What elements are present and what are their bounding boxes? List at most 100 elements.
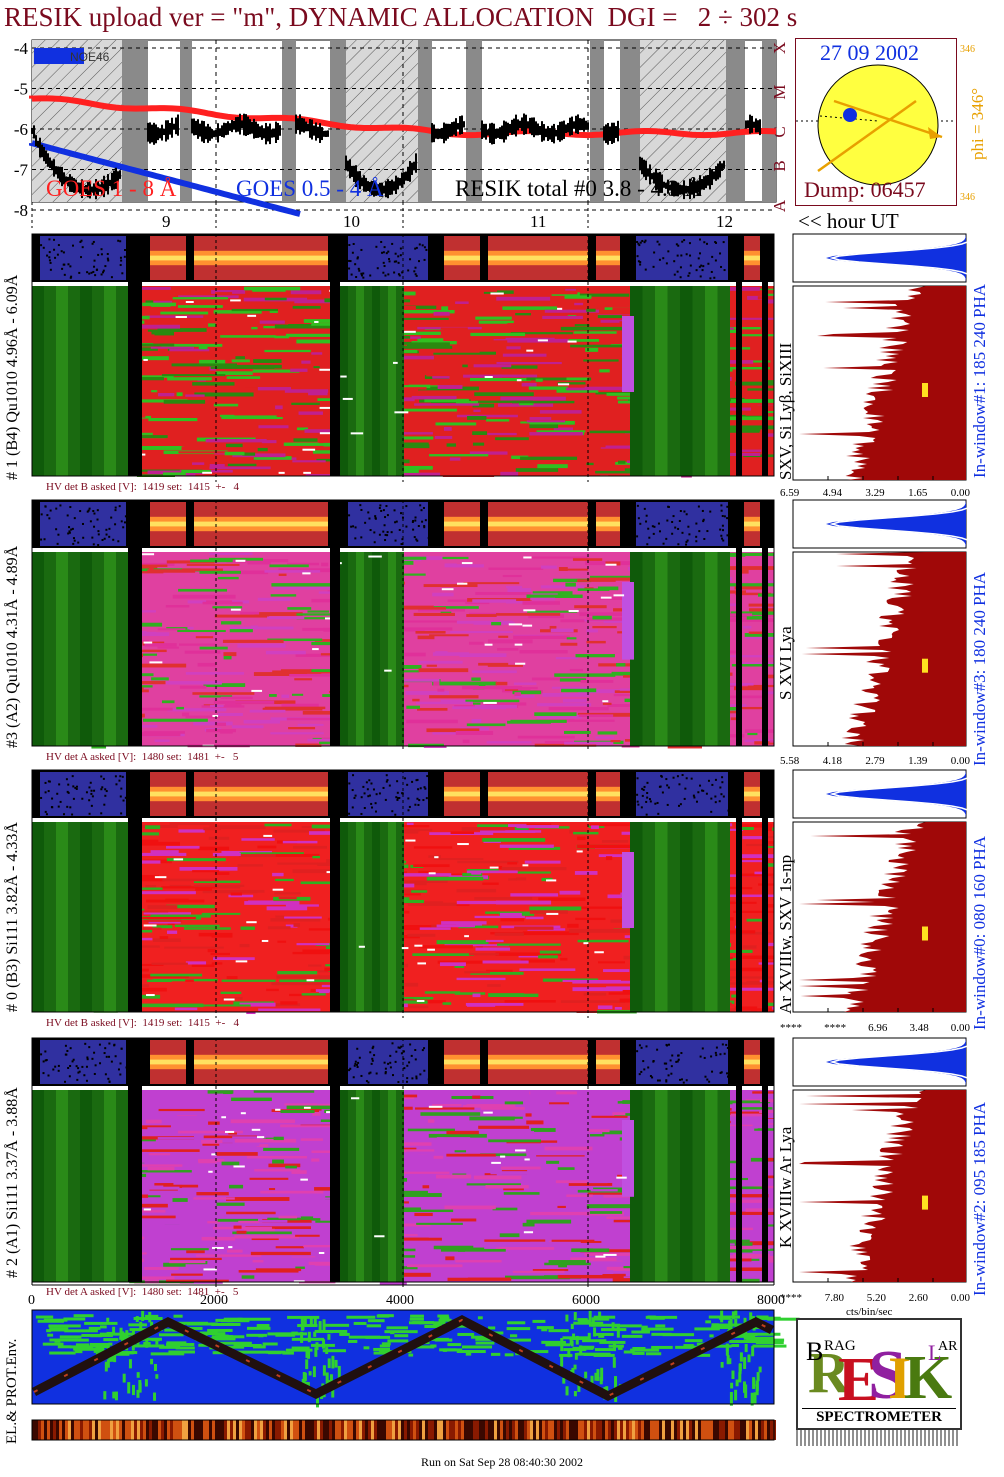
env-spike: [307, 1331, 311, 1343]
heat-cell: [725, 1420, 728, 1440]
spectrogram-streak: [762, 836, 774, 839]
strip-noise: [398, 528, 401, 531]
strip-noise: [702, 265, 705, 268]
spectrogram-streak: [472, 599, 517, 603]
env-spike: [313, 1331, 317, 1337]
spectrogram-streak: [429, 695, 479, 699]
strip-noise: [97, 253, 100, 256]
strip-noise: [676, 270, 679, 273]
heat-cell: [371, 1420, 374, 1440]
strip-noise: [665, 537, 668, 540]
strip-noise: [354, 526, 357, 529]
spectrogram-streak: [457, 1165, 501, 1170]
strip-noise: [722, 529, 725, 532]
env-spike: [153, 1392, 157, 1401]
spectrogram-sparkle: [489, 866, 499, 869]
env-spike: [612, 1357, 616, 1368]
strip-noise: [373, 531, 376, 534]
heat-cell: [329, 1420, 332, 1440]
spectrogram-streak: [433, 1245, 485, 1250]
heat-cell: [224, 1420, 227, 1440]
spectrogram-streak: [148, 417, 198, 422]
strip-noise: [119, 240, 122, 243]
env-green: [91, 1344, 105, 1348]
heat-cell: [425, 1420, 428, 1440]
spectrogram-sparkle: [428, 872, 436, 875]
spectrogram-streak: [394, 620, 458, 623]
spectrogram-streak: [728, 828, 744, 831]
spectrogram-streak: [201, 912, 241, 915]
strip-noise: [672, 515, 675, 518]
env-green: [35, 1315, 54, 1319]
strip-noise: [59, 800, 62, 803]
spectrogram-streak: [154, 739, 170, 742]
spectrogram-streak: [258, 425, 289, 429]
strip-noise: [711, 1070, 714, 1073]
spectrogram-streak: [403, 469, 419, 473]
heat-cell: [119, 1420, 122, 1440]
strip-noise: [637, 260, 640, 263]
strip-segment: [636, 772, 728, 816]
spectrogram-streak: [399, 678, 440, 682]
spectrogram-streak: [199, 359, 226, 364]
env-green: [731, 1344, 740, 1348]
strip-noise: [66, 514, 69, 517]
spectrogram-streak: [391, 408, 457, 412]
spectrogram-streak: [766, 863, 774, 867]
strip-noise: [90, 792, 93, 795]
heat-cell: [503, 1420, 506, 1440]
env-spike: [739, 1352, 743, 1362]
spectrogram-sparkle: [557, 383, 570, 386]
env-spike: [574, 1352, 578, 1360]
spectrogram-streak: [434, 435, 453, 439]
night-stripe: [356, 286, 364, 476]
spectrogram-streak: [170, 1248, 209, 1251]
heat-cell: [419, 1420, 422, 1440]
spectrogram-streak: [145, 315, 204, 318]
spectrogram-streak: [589, 430, 651, 434]
env-spike: [752, 1377, 756, 1389]
heat-cell: [152, 1420, 155, 1440]
strip-noise: [401, 271, 404, 274]
strip-noise: [88, 272, 91, 275]
strip-noise: [119, 1073, 122, 1076]
env-green: [282, 1351, 294, 1355]
spectrogram-sparkle: [211, 1153, 217, 1156]
strip-noise: [397, 1046, 400, 1049]
heat-cell: [392, 1420, 395, 1440]
spectrogram-streak: [151, 962, 188, 965]
heat-cell: [719, 1420, 722, 1440]
strip-noise: [648, 536, 651, 539]
spectrogram-streak: [277, 862, 332, 865]
heat-cell: [107, 1420, 110, 1440]
strip-noise: [644, 268, 647, 271]
spectrogram-streak: [199, 570, 241, 574]
spectrogram-streak: [579, 612, 643, 617]
spectrogram-streak: [529, 424, 559, 429]
spectrogram-streak: [208, 323, 216, 327]
spectrogram-streak: [520, 959, 555, 963]
spectrogram-streak: [193, 884, 245, 887]
strip-noise: [658, 785, 661, 788]
spectrogram-streak: [488, 993, 539, 998]
env-green: [617, 1346, 623, 1350]
strip-noise: [120, 812, 123, 815]
heat-cell: [125, 1420, 128, 1440]
heat-cell: [707, 1420, 710, 1440]
strip-noise: [667, 786, 670, 789]
heat-cell: [470, 1420, 473, 1440]
spectrogram-sparkle: [314, 320, 319, 323]
strip-noise: [391, 1042, 394, 1045]
spectrogram-streak: [193, 1197, 235, 1200]
strip-noise: [118, 505, 121, 508]
strip-noise: [66, 1049, 69, 1052]
spectrogram-streak: [226, 1249, 243, 1253]
strip-noise: [384, 539, 387, 542]
strip-noise: [81, 246, 84, 249]
spectrogram-streak: [158, 1108, 205, 1112]
strip-noise: [52, 1068, 55, 1071]
env-frame: [31, 1309, 775, 1405]
strip-noise: [679, 510, 682, 513]
spectrogram-streak: [486, 741, 532, 744]
env-green: [711, 1323, 719, 1327]
